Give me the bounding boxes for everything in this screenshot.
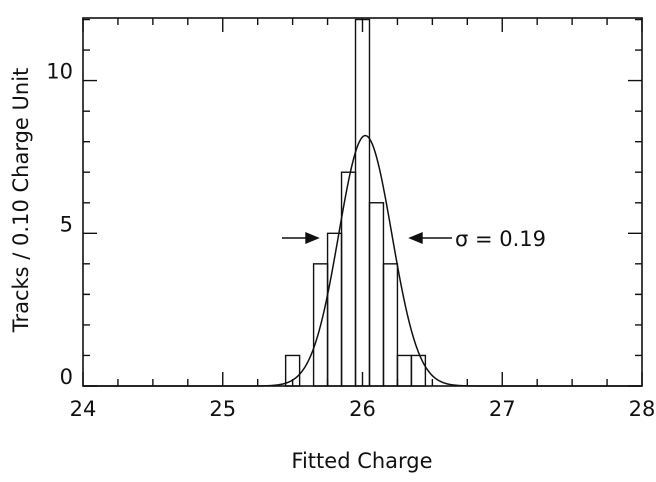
y-tick-label: 10 bbox=[46, 60, 73, 84]
y-tick-label: 0 bbox=[60, 365, 73, 389]
arrows bbox=[282, 231, 452, 245]
x-tick-label: 24 bbox=[70, 397, 97, 421]
fit-curve bbox=[83, 134, 642, 387]
x-axis-label: Fitted Charge bbox=[291, 449, 432, 473]
plot-frame bbox=[82, 17, 643, 387]
bar bbox=[410, 354, 427, 387]
bar bbox=[354, 18, 371, 387]
x-tick-label: 27 bbox=[489, 397, 516, 421]
x-tick-label: 25 bbox=[209, 397, 236, 421]
x-tick-label: 28 bbox=[629, 397, 656, 421]
x-tick-label: 26 bbox=[349, 397, 376, 421]
bar bbox=[396, 354, 413, 387]
y-axis-label: Tracks / 0.10 Charge Unit bbox=[9, 68, 33, 334]
y-tick-label: 5 bbox=[60, 212, 73, 236]
bar bbox=[382, 263, 399, 387]
bar bbox=[368, 202, 385, 387]
annotation: σ = 0.19 bbox=[455, 227, 546, 251]
